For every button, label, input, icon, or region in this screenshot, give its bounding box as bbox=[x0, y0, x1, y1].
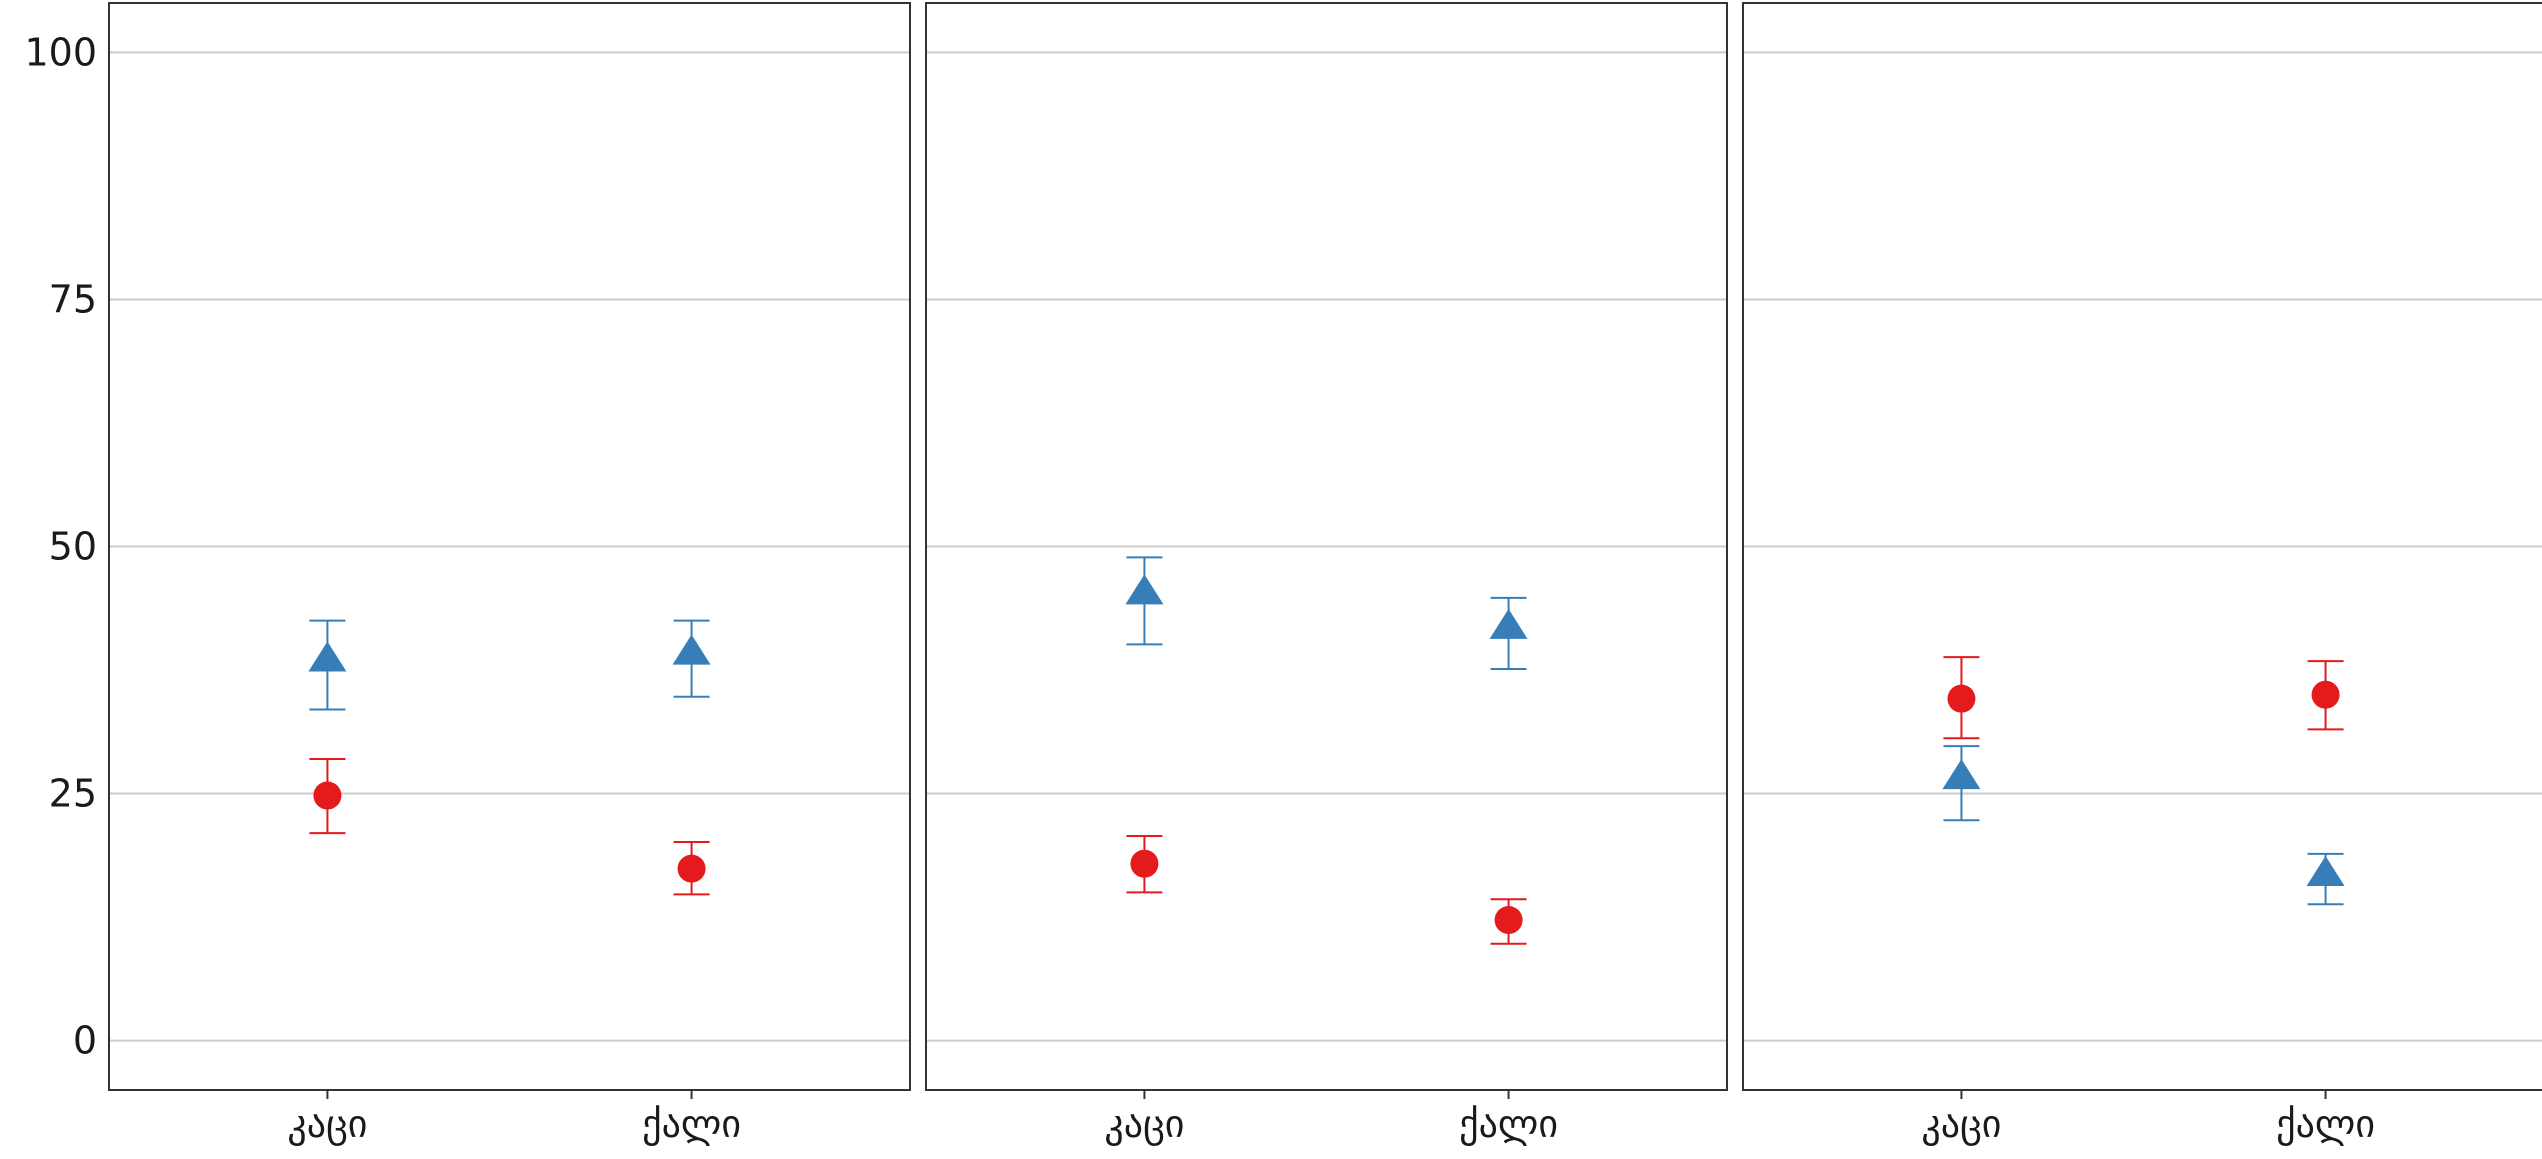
data-point-triangle bbox=[672, 634, 711, 665]
x-tick-label: კაცი bbox=[1104, 1102, 1184, 1146]
y-tick-label: 100 bbox=[24, 30, 97, 74]
data-point-circle bbox=[1947, 684, 1976, 713]
panel-border bbox=[925, 2, 1728, 1091]
data-point-circle bbox=[1494, 906, 1523, 935]
panel-border bbox=[1742, 2, 2542, 1091]
data-point-triangle bbox=[1125, 574, 1164, 605]
data-point-circle bbox=[1130, 849, 1159, 878]
y-tick-label: 75 bbox=[49, 277, 97, 321]
data-point-triangle bbox=[2306, 855, 2345, 886]
y-tick-label: 25 bbox=[49, 772, 97, 816]
data-point-circle bbox=[2311, 680, 2340, 709]
data-point-triangle bbox=[1942, 759, 1981, 790]
x-tick-label: ქალი bbox=[642, 1102, 741, 1146]
panel-border bbox=[108, 2, 911, 1091]
data-point-triangle bbox=[308, 641, 347, 672]
x-tick-label: ქალი bbox=[1459, 1102, 1558, 1146]
y-tick-label: 50 bbox=[49, 525, 97, 569]
x-tick-label: ქალი bbox=[2276, 1102, 2375, 1146]
y-tick-label: 0 bbox=[73, 1019, 97, 1063]
x-tick-label: კაცი bbox=[287, 1102, 367, 1146]
data-point-circle bbox=[313, 781, 342, 810]
data-point-circle bbox=[677, 854, 706, 883]
data-point-triangle bbox=[1489, 608, 1528, 639]
x-tick-label: კაცი bbox=[1921, 1102, 2001, 1146]
